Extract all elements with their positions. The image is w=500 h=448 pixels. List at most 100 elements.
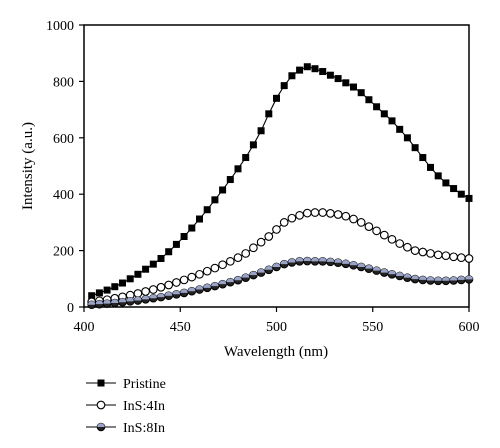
data-point [148,285,158,294]
data-point [410,274,420,284]
data-point [210,281,220,291]
axis-ticks: 400 450 500 550 600 0 200 400 600 800 1000 [46,19,480,335]
data-point [110,298,120,308]
data-point [126,275,134,283]
data-point [433,250,443,260]
data-point [410,246,420,255]
data-point [295,211,304,220]
data-point [326,257,335,267]
data-point [241,273,250,282]
data-point [264,265,274,275]
data-point [219,186,227,194]
data-point [141,295,150,304]
legend-entry: InS:8In [86,421,165,436]
legend: Pristine InS:4In InS:8In [86,377,166,436]
data-point [111,283,119,291]
series-2 [87,256,474,310]
data-point [295,257,304,266]
y-tick-label: 800 [53,75,74,90]
data-point [165,248,173,256]
data-point [279,218,289,227]
data-point [142,265,150,273]
data-point [372,226,381,236]
data-point [434,172,442,180]
x-tick-label: 400 [74,320,95,335]
legend-entry: InS:4In [86,399,165,414]
data-point [442,179,450,187]
data-point [372,266,381,275]
data-point [379,230,389,240]
data-point [411,144,419,152]
data-point [450,185,458,193]
data-point [456,253,466,262]
data-point [364,222,374,231]
data-point [449,276,458,285]
data-point [149,293,158,303]
data-point [187,272,197,282]
data-point [427,163,434,171]
data-point [179,288,189,298]
data-point [287,258,297,267]
data-point [341,211,351,221]
data-point [318,208,328,217]
data-point [265,110,273,118]
data-point [133,296,143,305]
data-point [273,94,280,102]
data-point [449,252,458,262]
data-point [464,254,474,263]
data-point [426,249,435,258]
legend-marker [96,422,106,432]
data-point [318,257,328,266]
y-axis-label: Intensity (a.u.) [20,122,36,210]
y-tick-label: 400 [53,188,74,203]
data-point [119,279,126,287]
series-line [91,66,470,297]
legend-label: Pristine [123,377,166,392]
x-axis-label: Wavelength (nm) [224,344,328,360]
data-point [303,256,312,266]
y-tick-label: 600 [53,132,74,147]
data-point [156,292,166,302]
data-point [457,190,465,198]
data-point [202,283,212,293]
data-point [226,277,235,287]
data-point [334,75,342,83]
data-point [356,262,366,272]
data-point [179,275,189,285]
data-point [310,208,320,217]
x-tick-label: 450 [170,320,191,335]
data-point [203,206,211,214]
data-point [279,259,289,269]
data-point [302,208,312,218]
data-point [356,218,366,227]
data-point [310,257,320,266]
data-point [311,65,319,73]
data-point [196,215,203,223]
data-point [187,286,197,296]
data-point [249,141,257,149]
data-point [225,256,235,266]
data-point [341,259,351,269]
legend-entry: Pristine [86,377,166,392]
data-point [256,268,266,277]
data-point [373,103,381,111]
data-point [195,285,204,294]
data-point [134,270,142,278]
data-point [396,125,404,133]
data-point [280,82,288,90]
data-point [418,247,428,257]
data-point [95,289,103,297]
y-tick-label: 0 [67,301,74,316]
data-point [218,279,227,289]
data-point [164,291,173,301]
data-point [333,210,343,219]
data-point [465,194,473,202]
data-point [149,260,157,268]
data-point [256,237,266,247]
data-point [95,299,104,309]
data-point [195,269,204,279]
data-point [380,110,388,118]
data-point [441,276,451,286]
data-point [103,286,111,294]
data-point [319,68,327,76]
